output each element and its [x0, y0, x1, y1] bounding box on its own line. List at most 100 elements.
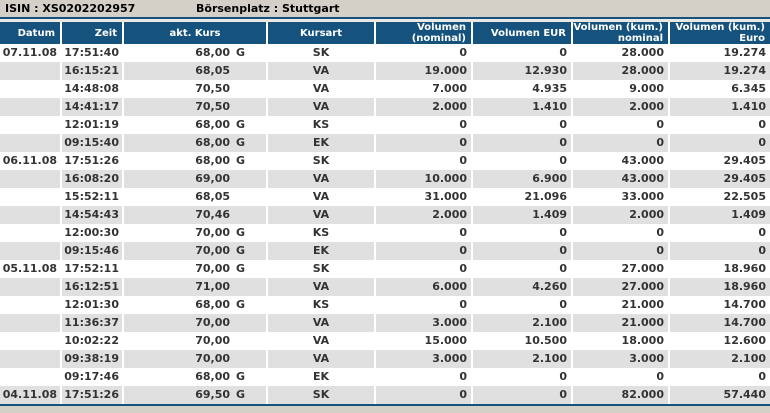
cell-datum: [0, 188, 62, 206]
cell-vol-kum-nominal: 28.000: [573, 62, 670, 80]
column-header-vol-kum-nominal: Volumen (kum.) nominal: [573, 22, 670, 44]
cell-zeit: 09:15:40: [62, 134, 124, 152]
table-row: 09:15:40 68,00 G EK 0 0 0 0: [0, 134, 770, 152]
table-row: 14:41:17 70,50 VA 2.000 1.410 2.000 1.41…: [0, 98, 770, 116]
kurs-suffix: G: [236, 154, 246, 167]
cell-akt-kurs: 68,00 G: [124, 296, 268, 314]
cell-vol-nominal: 0: [376, 224, 473, 242]
cell-vol-nominal: 0: [376, 152, 473, 170]
kurs-value: 70,00: [195, 316, 230, 329]
cell-vol-kum-nominal: 82.000: [573, 386, 670, 404]
cell-vol-kum-euro: 14.700: [670, 314, 770, 332]
cell-kursart: KS: [268, 224, 376, 242]
kurs-value: 68,00: [195, 136, 230, 149]
cell-datum: [0, 206, 62, 224]
table-row: 09:17:46 68,00 G EK 0 0 0 0: [0, 368, 770, 386]
kurs-value: 70,00: [195, 334, 230, 347]
cell-kursart: VA: [268, 62, 376, 80]
kurs-value: 68,00: [195, 154, 230, 167]
cell-vol-eur: 0: [473, 242, 573, 260]
cell-zeit: 09:15:46: [62, 242, 124, 260]
cell-vol-eur: 0: [473, 224, 573, 242]
cell-vol-kum-nominal: 27.000: [573, 260, 670, 278]
cell-zeit: 10:02:22: [62, 332, 124, 350]
kurs-suffix: G: [236, 262, 246, 275]
cell-zeit: 14:54:43: [62, 206, 124, 224]
cell-vol-kum-euro: 19.274: [670, 62, 770, 80]
info-bar: ISIN : XS0202202957 Börsenplatz : Stuttg…: [0, 0, 770, 17]
cell-vol-nominal: 0: [376, 116, 473, 134]
cell-datum: [0, 332, 62, 350]
cell-akt-kurs: 70,00: [124, 314, 268, 332]
cell-kursart: SK: [268, 152, 376, 170]
table-row: 14:48:08 70,50 VA 7.000 4.935 9.000 6.34…: [0, 80, 770, 98]
cell-akt-kurs: 70,00 G: [124, 242, 268, 260]
cell-vol-eur: 1.410: [473, 98, 573, 116]
cell-vol-kum-euro: 18.960: [670, 278, 770, 296]
column-header-vol-eur: Volumen EUR: [473, 22, 573, 44]
cell-akt-kurs: 68,00 G: [124, 134, 268, 152]
cell-vol-kum-euro: 29.405: [670, 170, 770, 188]
cell-akt-kurs: 68,00 G: [124, 116, 268, 134]
cell-vol-nominal: 6.000: [376, 278, 473, 296]
cell-akt-kurs: 70,00: [124, 332, 268, 350]
cell-vol-nominal: 15.000: [376, 332, 473, 350]
cell-akt-kurs: 71,00: [124, 278, 268, 296]
kurs-value: 68,00: [195, 118, 230, 131]
cell-datum: 05.11.08: [0, 260, 62, 278]
table-row: 12:00:30 70,00 G KS 0 0 0 0: [0, 224, 770, 242]
cell-vol-eur: 6.900: [473, 170, 573, 188]
cell-datum: [0, 350, 62, 368]
cell-vol-nominal: 0: [376, 44, 473, 62]
cell-kursart: KS: [268, 296, 376, 314]
cell-datum: [0, 98, 62, 116]
kurs-value: 68,00: [195, 370, 230, 383]
cell-vol-kum-nominal: 0: [573, 116, 670, 134]
kurs-suffix: G: [236, 244, 246, 257]
kurs-suffix: G: [236, 136, 246, 149]
cell-vol-eur: 0: [473, 296, 573, 314]
table-row: 16:08:20 69,00 VA 10.000 6.900 43.000 29…: [0, 170, 770, 188]
cell-datum: [0, 242, 62, 260]
table-row: 05.11.08 17:52:11 70,00 G SK 0 0 27.000 1…: [0, 260, 770, 278]
cell-vol-eur: 21.096: [473, 188, 573, 206]
table-body: 07.11.08 17:51:40 68,00 G SK 0 0 28.000 1…: [0, 44, 770, 404]
cell-vol-eur: 0: [473, 116, 573, 134]
column-header-vol-kum-euro: Volumen (kum.) Euro: [670, 22, 770, 44]
cell-vol-kum-euro: 14.700: [723, 298, 766, 311]
cell-zeit: 09:17:46: [62, 368, 124, 386]
cell-vol-eur: 0: [473, 386, 573, 404]
cell-zeit: 16:12:51: [62, 278, 124, 296]
kurs-value: 70,00: [195, 244, 230, 257]
cell-vol-eur: 10.500: [473, 332, 573, 350]
cell-vol-kum-nominal: 33.000: [573, 188, 670, 206]
cell-vol-nominal: 0: [376, 242, 473, 260]
kurs-value: 69,00: [195, 172, 230, 185]
cell-vol-eur: 2.100: [473, 350, 573, 368]
cell-datum: [0, 368, 62, 386]
bottom-strip: [0, 406, 770, 413]
cell-vol-nominal: 3.000: [376, 314, 473, 332]
cell-vol-kum-euro: 0: [670, 134, 770, 152]
cell-vol-kum-euro: 22.505: [723, 190, 766, 203]
kurs-suffix: G: [236, 118, 246, 131]
kurs-value: 70,50: [195, 82, 230, 95]
cell-vol-kum-euro: 6.345: [731, 82, 766, 95]
cell-akt-kurs: 68,00 G: [124, 44, 268, 62]
cell-akt-kurs: 68,00 G: [124, 368, 268, 386]
cell-akt-kurs: 68,00 G: [124, 152, 268, 170]
cell-kursart: VA: [268, 278, 376, 296]
cell-vol-eur: 4.260: [473, 278, 573, 296]
cell-datum: 04.11.08: [0, 386, 62, 404]
table-row: 10:02:22 70,00 VA 15.000 10.500 18.000 1…: [0, 332, 770, 350]
table-row: 16:12:51 71,00 VA 6.000 4.260 27.000 18.…: [0, 278, 770, 296]
cell-zeit: 17:51:26: [62, 386, 124, 404]
cell-datum: 06.11.08: [0, 152, 62, 170]
table-row: 09:38:19 70,00 VA 3.000 2.100 3.000 2.10…: [0, 350, 770, 368]
cell-vol-kum-nominal: 2.000: [573, 98, 670, 116]
exchange-label: Börsenplatz : Stuttgart: [196, 2, 340, 15]
table-row: 11:36:37 70,00 VA 3.000 2.100 21.000 14.…: [0, 314, 770, 332]
top-divider: [0, 17, 770, 19]
cell-kursart: VA: [268, 350, 376, 368]
cell-zeit: 17:51:40: [62, 44, 124, 62]
